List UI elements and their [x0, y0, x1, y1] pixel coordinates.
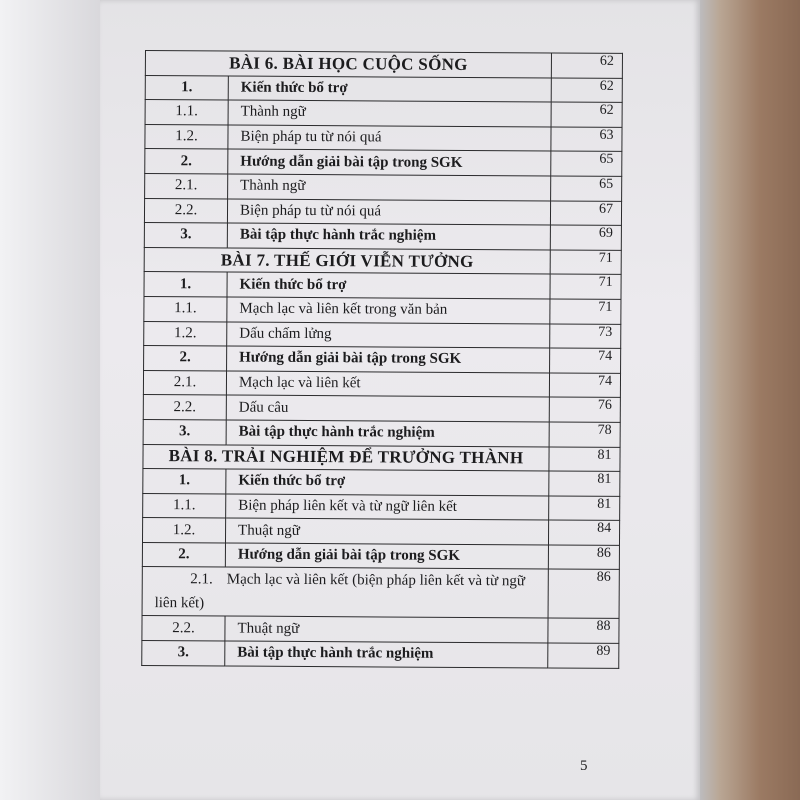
toc-row: 1.2. Thuật ngữ 84 — [142, 517, 620, 546]
background-left — [0, 0, 100, 800]
page-ref: 67 — [550, 200, 622, 226]
page-ref: 78 — [549, 421, 621, 447]
toc-row: 1.2. Dấu chấm lửng 73 — [143, 321, 621, 349]
entry-index: 2. — [142, 542, 226, 568]
entry-title: Thuật ngữ — [225, 518, 549, 545]
entry-index: 2. — [144, 148, 228, 174]
page-ref: 81 — [548, 446, 621, 472]
entry-index: 1.2. — [142, 517, 226, 543]
page-ref: 62 — [551, 52, 623, 79]
toc-section-heading: BÀI 8. TRẢI NGHIỆM ĐỂ TRƯỞNG THÀNH 81 — [142, 443, 621, 472]
entry-index: 1. — [143, 271, 228, 297]
entry-title: Mạch lạc và liên kết trong văn bản — [226, 296, 550, 324]
entry-index: 2. — [143, 345, 227, 371]
entry-index: 2.1. — [190, 571, 213, 588]
toc-row: 1. Kiến thức bổ trợ 62 — [145, 75, 623, 103]
entry-index: 1.2. — [143, 321, 227, 347]
entry-title: Biện pháp tu từ nói quá — [227, 198, 551, 226]
entry-title: Kiến thức bổ trợ — [225, 469, 549, 496]
toc-row: 2.2. Thuật ngữ 88 — [141, 615, 620, 644]
page-ref: 89 — [547, 643, 619, 669]
page-ref: 73 — [549, 323, 621, 349]
wooden-surface — [700, 0, 800, 800]
page-ref: 81 — [548, 495, 620, 521]
toc-row: 3. Bài tập thực hành trắc nghiệm 69 — [144, 222, 622, 251]
page-ref: 74 — [549, 372, 621, 398]
toc-row: 3. Bài tập thực hành trắc nghiệm 78 — [143, 419, 621, 447]
page-ref: 74 — [549, 348, 621, 374]
book-page — [100, 0, 700, 800]
page-ref: 62 — [551, 77, 623, 103]
page-ref: 86 — [548, 569, 620, 619]
toc-row: 2.1. Mạch lạc và liên kết 74 — [143, 370, 621, 398]
toc-row: 2. Hướng dẫn giải bài tập trong SGK 65 — [144, 148, 622, 177]
page-ref: 76 — [549, 397, 621, 423]
page-ref: 69 — [550, 225, 622, 251]
toc-row: 1.1. Biện pháp liên kết và từ ngữ liên kế… — [142, 493, 620, 521]
section-title: BÀI 6. BÀI HỌC CUỘC SỐNG — [145, 50, 552, 78]
toc-row: 2.1. Mạch lạc và liên kết (biện pháp liên… — [142, 566, 620, 619]
entry-title: Hướng dẫn giải bài tập trong SGK — [226, 346, 550, 373]
page-ref: 71 — [549, 298, 621, 324]
page-ref: 63 — [550, 126, 623, 152]
entry-title: 2.1. Mạch lạc và liên kết (biện pháp liên… — [142, 566, 549, 619]
entry-index: 3. — [144, 222, 228, 248]
page-ref: 81 — [548, 471, 620, 497]
page-ref: 71 — [550, 249, 622, 275]
entry-title: Bài tập thực hành trắc nghiệm — [226, 419, 550, 447]
entry-title: Thành ngữ — [228, 100, 552, 127]
entry-index: 2.2. — [144, 198, 228, 224]
toc-row: 1.2. Biện pháp tu từ nói quá 63 — [144, 124, 623, 152]
entry-title: Hướng dẫn giải bài tập trong SGK — [225, 542, 549, 570]
entry-index: 1.2. — [144, 124, 229, 150]
entry-title: Thành ngữ — [227, 173, 551, 201]
toc-row: 1.1. Mạch lạc và liên kết trong văn bản 71 — [143, 296, 621, 324]
entry-title: Dấu câu — [226, 395, 550, 422]
entry-index: 2.1. — [144, 173, 228, 199]
page-ref: 71 — [549, 274, 622, 300]
entry-title: Dấu chấm lửng — [226, 321, 550, 349]
entry-title: Thuật ngữ — [224, 616, 549, 644]
entry-title: Biện pháp liên kết và từ ngữ liên kết — [225, 493, 549, 521]
entry-index: 1.1. — [145, 99, 229, 125]
entry-title: Kiến thức bổ trợ — [228, 75, 552, 103]
table-of-contents: BÀI 6. BÀI HỌC CUỘC SỐNG 62 1. Kiến thức bổ… — [141, 50, 623, 669]
entry-index: 3. — [141, 640, 225, 666]
page-ref: 86 — [548, 544, 620, 570]
page-number: 5 — [580, 758, 588, 774]
page-ref: 84 — [548, 520, 620, 546]
entry-index: 2.2. — [143, 394, 227, 420]
entry-title: Mạch lạc và liên kết — [226, 370, 550, 398]
entry-title: Kiến thức bổ trợ — [226, 272, 551, 299]
section-title: BÀI 8. TRẢI NGHIỆM ĐỂ TRƯỞNG THÀNH — [142, 443, 550, 472]
toc-section-heading: BÀI 6. BÀI HỌC CUỘC SỐNG 62 — [145, 50, 623, 79]
page-ref: 65 — [550, 151, 622, 177]
entry-index: 1.1. — [143, 296, 227, 322]
toc-row: 1. Kiến thức bổ trợ 71 — [143, 271, 622, 300]
entry-title: Bài tập thực hành trắc nghiệm — [227, 223, 551, 250]
entry-title: Bài tập thực hành trắc nghiệm — [224, 641, 548, 668]
section-title: BÀI 7. THẾ GIỚI VIỄN TƯỞNG — [144, 247, 551, 275]
page-ref: 62 — [551, 102, 623, 128]
page-ref: 88 — [547, 618, 620, 644]
entry-title: Hướng dẫn giải bài tập trong SGK — [227, 149, 551, 176]
toc-row: 1. Kiến thức bổ trợ 81 — [142, 468, 620, 497]
toc-row: 1.1. Thành ngữ 62 — [145, 99, 623, 128]
toc-row: 3. Bài tập thực hành trắc nghiệm 89 — [141, 640, 619, 669]
page-ref: 65 — [550, 175, 622, 201]
entry-index: 1. — [145, 75, 229, 101]
entry-index: 1. — [142, 468, 226, 494]
entry-index: 2.1. — [143, 370, 227, 396]
entry-index: 2.2. — [141, 615, 226, 642]
entry-index: 3. — [143, 419, 227, 445]
toc-row: 2. Hướng dẫn giải bài tập trong SGK 74 — [143, 345, 621, 374]
toc-section-heading: BÀI 7. THẾ GIỚI VIỄN TƯỞNG 71 — [144, 247, 622, 275]
toc-row: 2. Hướng dẫn giải bài tập trong SGK 86 — [142, 542, 620, 570]
entry-title: Biện pháp tu từ nói quá — [227, 124, 552, 152]
toc-row: 2.1. Thành ngữ 65 — [144, 173, 622, 201]
toc-row: 2.2. Biện pháp tu từ nói quá 67 — [144, 198, 622, 226]
entry-index: 1.1. — [142, 493, 226, 519]
toc-row: 2.2. Dấu câu 76 — [143, 394, 621, 423]
